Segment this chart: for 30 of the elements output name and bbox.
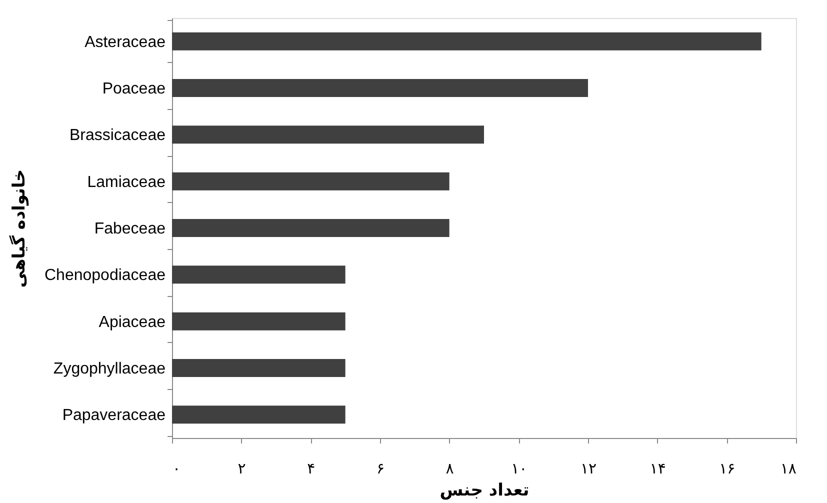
bar [172, 219, 450, 237]
y-tick-label: Zygophyllaceae [53, 360, 166, 378]
bar [172, 312, 346, 330]
bar [172, 126, 484, 144]
bar [172, 32, 762, 50]
x-tick-label: ۱۰ [511, 460, 528, 478]
x-tick-label: ۱۸ [780, 460, 796, 478]
bar [172, 359, 346, 377]
x-tick-label: ۶ [376, 460, 385, 478]
y-tick-label: Asteraceae [84, 34, 166, 51]
x-tick-label: ۰ [172, 460, 181, 478]
y-tick-label: Fabeceae [94, 220, 166, 238]
bar [172, 406, 346, 424]
y-axis-title: خانواده گیاهی [8, 169, 30, 288]
bar [172, 172, 450, 190]
y-tick-label: Chenopodiaceae [44, 267, 166, 284]
x-tick-label: ۸ [446, 460, 454, 478]
x-tick-label: ۱۲ [580, 460, 597, 478]
y-tick-label: Brassicaceae [69, 127, 166, 144]
x-tick-label: ۲ [238, 460, 246, 478]
x-tick-label: ۱۶ [719, 460, 736, 478]
bar [172, 266, 346, 284]
y-tick-label: Poaceae [102, 80, 166, 98]
bar [172, 79, 588, 97]
x-tick-label: ۱۴ [650, 460, 666, 478]
x-tick-label: ۴ [307, 460, 316, 478]
y-tick-label: Lamiaceae [87, 174, 166, 191]
x-axis-title: تعداد جنس [440, 480, 530, 500]
y-tick-label: Papaveraceae [62, 407, 166, 424]
y-tick-label: Apiaceae [98, 314, 166, 331]
